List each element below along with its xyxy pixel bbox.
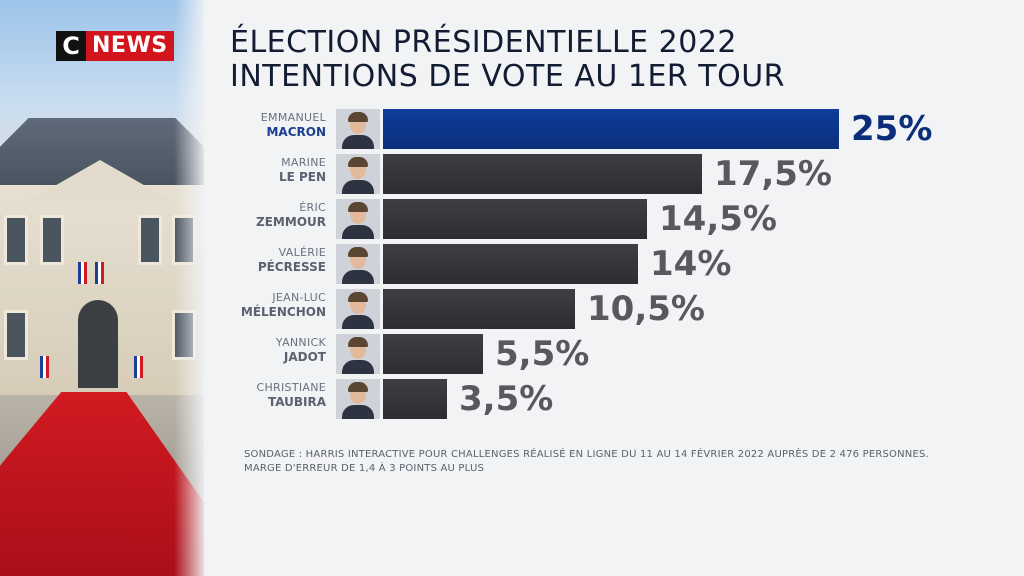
candidate-last-name: PÉCRESSE	[257, 260, 326, 274]
french-flag-icon	[95, 262, 104, 284]
candidate-last-name: MACRON	[266, 125, 326, 139]
candidate-portrait	[336, 199, 380, 239]
bar	[383, 109, 839, 149]
logo-letter: C	[56, 31, 86, 61]
candidate-portrait	[336, 334, 380, 374]
photo-fade	[174, 0, 204, 576]
candidate-name: EMMANUEL MACRON	[230, 110, 326, 140]
poll-source-note: SONDAGE : HARRIS INTERACTIVE POUR CHALLE…	[244, 448, 929, 476]
bar	[383, 244, 638, 284]
candidate-name: CHRISTIANE TAUBIRA	[230, 380, 327, 410]
bar	[383, 199, 647, 239]
candidate-name: MARINE LE PEN	[230, 155, 326, 185]
data-label: 14,5%	[659, 199, 777, 239]
palace-window	[138, 215, 162, 265]
palace-window	[40, 215, 64, 265]
candidate-portrait	[336, 289, 380, 329]
candidate-first-name: MARINE	[281, 156, 326, 169]
candidate-first-name: CHRISTIANE	[256, 381, 326, 394]
candidate-name: JEAN-LUC MÉLENCHON	[230, 290, 326, 320]
candidate-name: VALÉRIE PÉCRESSE	[230, 245, 326, 275]
candidate-last-name: LE PEN	[278, 170, 326, 184]
cnews-logo: C NEWS	[56, 31, 174, 61]
chart-title: ÉLECTION PRÉSIDENTIELLE 2022 INTENTIONS …	[230, 26, 785, 94]
data-label: 3,5%	[459, 379, 554, 419]
palace-door	[78, 300, 118, 388]
title-line-2: INTENTIONS DE VOTE AU 1ER TOUR	[230, 59, 786, 94]
candidate-first-name: YANNICK	[275, 336, 326, 349]
candidate-last-name: ZEMMOUR	[256, 215, 326, 229]
french-flag-icon	[134, 356, 143, 378]
french-flag-icon	[40, 356, 49, 378]
candidate-last-name: TAUBIRA	[267, 395, 326, 409]
candidate-portrait	[336, 109, 380, 149]
candidate-first-name: EMMANUEL	[260, 111, 326, 124]
data-label: 5,5%	[495, 334, 590, 374]
candidate-first-name: VALÉRIE	[278, 246, 326, 259]
french-flag-icon	[78, 262, 87, 284]
bar	[383, 289, 575, 329]
bar	[383, 154, 702, 194]
candidate-first-name: JEAN-LUC	[272, 291, 326, 304]
source-line-2: MARGE D'ERREUR DE 1,4 À 3 POINTS AU PLUS	[244, 463, 485, 474]
candidate-name: YANNICK JADOT	[230, 335, 326, 365]
data-label: 14%	[650, 244, 732, 284]
logo-word: NEWS	[86, 31, 174, 61]
bar	[383, 379, 447, 419]
candidate-last-name: MÉLENCHON	[240, 305, 326, 319]
data-label: 17,5%	[714, 154, 832, 194]
candidate-first-name: ÉRIC	[299, 201, 326, 214]
candidate-portrait	[336, 244, 380, 284]
title-line-1: ÉLECTION PRÉSIDENTIELLE 2022	[230, 25, 738, 60]
candidate-name: ÉRIC ZEMMOUR	[230, 200, 326, 230]
candidate-portrait	[336, 154, 380, 194]
candidate-last-name: JADOT	[283, 350, 326, 364]
bar	[383, 334, 483, 374]
palace-window	[4, 310, 28, 360]
data-label: 25%	[851, 109, 933, 149]
data-label: 10,5%	[587, 289, 705, 329]
elysee-background-photo	[0, 0, 204, 576]
palace-window	[4, 215, 28, 265]
source-line-1: SONDAGE : HARRIS INTERACTIVE POUR CHALLE…	[244, 449, 929, 460]
candidate-portrait	[336, 379, 380, 419]
